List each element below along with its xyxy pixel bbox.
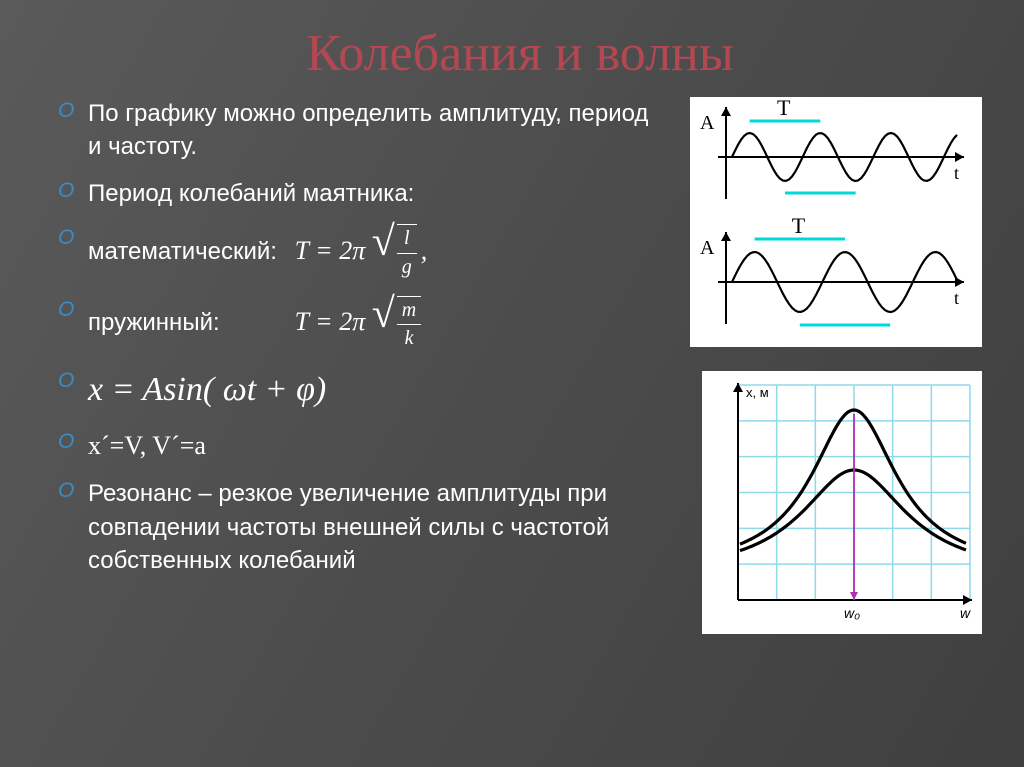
formula-lead-2: T = 2π: [295, 307, 366, 336]
bullet-5-displacement-eq: x = Asin( ωt + φ): [58, 367, 654, 414]
figures-column: At T At T x, м w w₀: [672, 97, 982, 634]
svg-text:w₀: w₀: [844, 605, 860, 621]
fraction-den: g: [397, 254, 417, 282]
fraction-num: l: [397, 225, 417, 254]
svg-text:T: T: [777, 97, 791, 120]
slide-title: Колебания и волны: [58, 24, 982, 83]
slide-container: Колебания и волны По графику можно опред…: [0, 0, 1024, 767]
svg-text:t: t: [954, 288, 959, 308]
wave-graphs-svg: At T At T: [690, 97, 982, 347]
svg-text:w: w: [960, 605, 971, 621]
svg-text:x, м: x, м: [746, 385, 769, 400]
bullet-1: По графику можно определить амплитуду, п…: [58, 97, 654, 163]
bullet-4-spring-pendulum: пружинный: T = 2π √ m k: [58, 296, 654, 353]
displacement-formula: x = Asin( ωt + φ): [88, 371, 326, 408]
bullet-7-resonance: Резонанс – резкое увеличение амплитуды п…: [58, 477, 654, 576]
fraction: l g: [397, 224, 417, 281]
fraction-den-2: k: [397, 325, 421, 353]
fraction-num-2: m: [397, 297, 421, 326]
resonance-graph-svg: x, м w w₀: [708, 377, 976, 628]
bullet-3-math-pendulum: математический: T = 2π √ l g ,: [58, 224, 654, 281]
trailing-comma: ,: [421, 236, 428, 265]
formula-lead: T = 2π: [295, 236, 366, 265]
sqrt-wrap-2: √ m k: [372, 296, 426, 353]
sqrt-icon-2: √: [372, 296, 395, 334]
bullet-6-derivatives: x´=V, V´=a: [58, 428, 654, 464]
bullet-3-label: математический:: [88, 235, 288, 268]
fraction-2: m k: [397, 296, 421, 353]
wave-graphs-panel: At T At T: [690, 97, 982, 347]
spring-pendulum-formula: T = 2π √ m k: [295, 307, 426, 336]
text-column: По графику можно определить амплитуду, п…: [58, 97, 654, 634]
sqrt-icon: √: [372, 224, 395, 262]
svg-text:A: A: [700, 237, 715, 259]
slide-content: По графику можно определить амплитуду, п…: [58, 97, 982, 634]
math-pendulum-formula: T = 2π √ l g ,: [295, 236, 428, 265]
svg-text:A: A: [700, 112, 715, 134]
svg-text:t: t: [954, 163, 959, 183]
resonance-graph-panel: x, м w w₀: [702, 371, 982, 634]
bullet-4-label: пружинный:: [88, 306, 288, 339]
sqrt-wrap: √ l g: [372, 224, 421, 281]
bullet-list: По графику можно определить амплитуду, п…: [58, 97, 654, 577]
svg-text:T: T: [792, 213, 806, 238]
derivatives-formula: x´=V, V´=a: [88, 431, 206, 460]
bullet-2: Период колебаний маятника:: [58, 177, 654, 210]
